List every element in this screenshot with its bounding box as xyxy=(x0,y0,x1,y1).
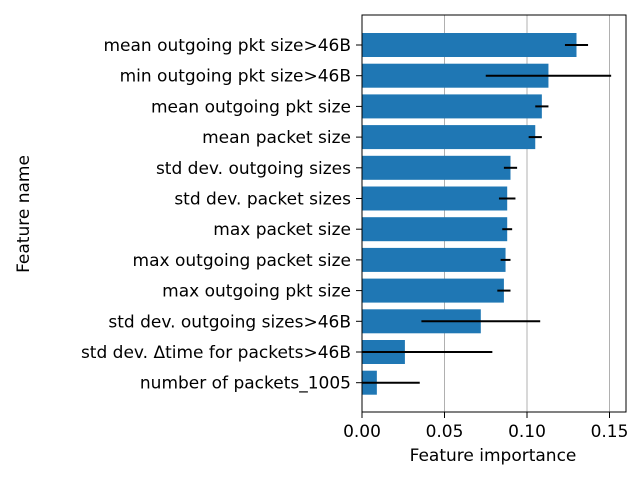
x-tick-label: 0.00 xyxy=(343,422,381,442)
bar xyxy=(362,247,506,272)
bar xyxy=(362,94,542,119)
bar xyxy=(362,155,511,180)
x-tick-label: 0.10 xyxy=(508,422,546,442)
category-label: min outgoing pkt size>46B xyxy=(120,67,351,87)
x-tick-label: 0.05 xyxy=(426,422,464,442)
category-label: std dev. outgoing sizes>46B xyxy=(108,312,351,332)
category-label: max outgoing packet size xyxy=(133,251,351,271)
bar xyxy=(362,186,508,211)
category-label: mean outgoing pkt size>46B xyxy=(103,36,351,56)
x-ticks: 0.00 0.05 0.10 0.15 xyxy=(343,412,628,442)
bar xyxy=(362,125,536,150)
category-label: max packet size xyxy=(213,220,351,240)
category-label: number of packets_1005 xyxy=(140,374,351,394)
category-label: std dev. outgoing sizes xyxy=(156,159,351,179)
bar xyxy=(362,278,504,303)
bar-layer xyxy=(362,33,577,395)
axes-frame xyxy=(361,14,627,413)
x-tick-label: 0.15 xyxy=(591,422,629,442)
category-label: mean outgoing pkt size xyxy=(151,97,351,117)
category-label: max outgoing pkt size xyxy=(162,282,351,302)
plot-border xyxy=(361,14,627,413)
category-label: std dev. Δtime for packets>46B xyxy=(81,343,351,363)
category-label: mean packet size xyxy=(202,128,351,148)
error-layer xyxy=(362,44,612,384)
x-axis-title: Feature importance xyxy=(410,446,577,466)
category-labels: mean outgoing pkt size>46B min outgoing p… xyxy=(81,36,362,394)
bar xyxy=(362,217,508,242)
category-label: std dev. packet sizes xyxy=(174,190,351,210)
y-axis-title: Feature name xyxy=(14,155,34,273)
bar xyxy=(362,63,549,88)
bar xyxy=(362,33,577,57)
